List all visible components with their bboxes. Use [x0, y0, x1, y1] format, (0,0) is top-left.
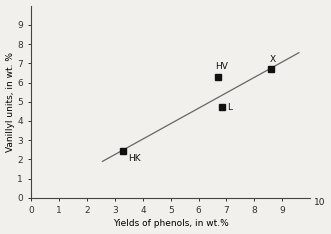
Y-axis label: Vanillyl units, in wt. %: Vanillyl units, in wt. %	[6, 52, 15, 152]
Text: HK: HK	[128, 154, 141, 163]
Text: X: X	[270, 55, 276, 64]
Text: HV: HV	[215, 62, 228, 71]
X-axis label: Yields of phenols, in wt.%: Yields of phenols, in wt.%	[113, 219, 229, 228]
Text: L: L	[227, 103, 232, 112]
Text: 10: 10	[314, 198, 326, 207]
